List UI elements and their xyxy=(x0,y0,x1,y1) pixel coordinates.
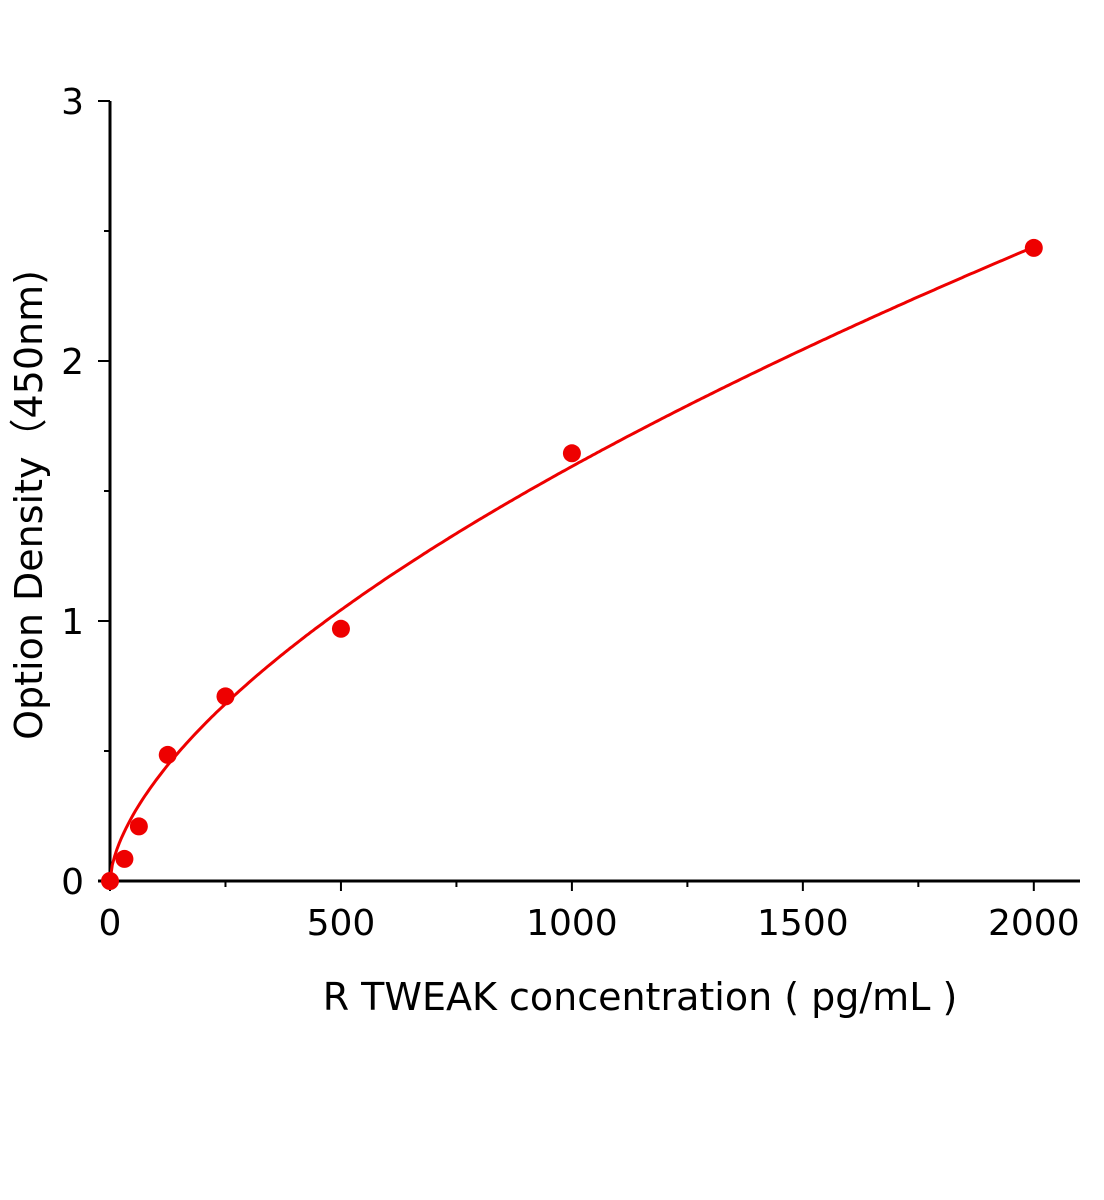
y-tick-label: 2 xyxy=(61,342,84,383)
y-tick-label: 0 xyxy=(61,862,84,903)
data-point xyxy=(331,619,350,638)
data-point xyxy=(115,849,134,868)
y-tick-label: 3 xyxy=(61,82,84,123)
data-point xyxy=(562,444,581,463)
data-point xyxy=(129,817,148,836)
x-tick-label: 2000 xyxy=(988,903,1080,944)
data-points xyxy=(101,238,1043,890)
x-tick-label: 500 xyxy=(307,903,376,944)
x-tick-label: 1000 xyxy=(526,903,618,944)
fit-curve xyxy=(108,245,1035,882)
data-point xyxy=(158,745,177,764)
axes xyxy=(98,101,1080,883)
data-point xyxy=(101,872,119,890)
ticks: 0 500 1000 1500 2000 0 1 2 3 xyxy=(61,82,1080,944)
x-axis-label: R TWEAK concentration ( pg/mL ) xyxy=(323,975,958,1019)
data-point xyxy=(216,687,235,706)
y-axis-label: Option Density（450nm) xyxy=(7,270,51,740)
x-tick-label: 1500 xyxy=(757,903,849,944)
data-point xyxy=(1024,238,1043,257)
y-tick-label: 1 xyxy=(61,602,84,643)
x-tick-label: 0 xyxy=(99,903,122,944)
